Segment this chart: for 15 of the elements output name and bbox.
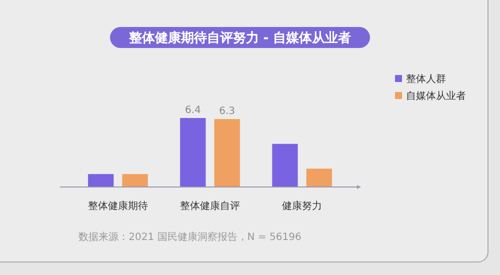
bar	[88, 174, 114, 187]
bar	[214, 119, 240, 187]
bar	[306, 168, 332, 187]
data-label: 6.3	[219, 106, 236, 118]
legend-label: 整体人群	[406, 73, 446, 85]
x-tick-label: 整体健康自评	[180, 200, 240, 212]
x-tick-label: 健康努力	[282, 200, 322, 212]
bar	[122, 174, 148, 187]
bar	[180, 118, 206, 187]
chart-title: 整体健康期待自评努力 - 自媒体从业者	[128, 30, 352, 46]
x-tick-label: 整体健康期待	[88, 200, 148, 212]
data-label: 6.4	[184, 105, 201, 116]
bar	[272, 144, 298, 187]
source-note: 数据来源：2021 国民健康洞察报告，N = 56196	[78, 231, 302, 243]
legend-label: 自媒体从业者	[406, 90, 466, 102]
